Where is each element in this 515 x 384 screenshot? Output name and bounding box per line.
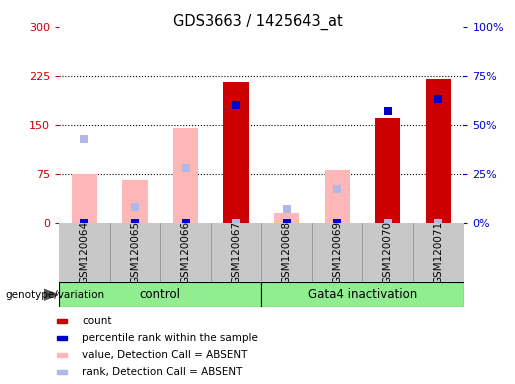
Bar	[375, 118, 400, 223]
Point	[232, 102, 240, 108]
Bar	[57, 336, 66, 340]
Bar	[59, 282, 261, 307]
Text: GSM120069: GSM120069	[332, 221, 342, 284]
Point	[80, 220, 89, 226]
Point	[384, 220, 392, 226]
Point	[181, 220, 190, 226]
Bar	[274, 213, 299, 223]
Polygon shape	[44, 289, 58, 300]
Point	[434, 96, 442, 103]
Point	[283, 220, 291, 226]
Text: GSM120064: GSM120064	[79, 221, 90, 284]
Bar	[123, 180, 148, 223]
Text: GDS3663 / 1425643_at: GDS3663 / 1425643_at	[173, 13, 342, 30]
Bar	[375, 174, 400, 223]
Bar	[57, 319, 66, 323]
Point	[131, 220, 139, 226]
Bar	[173, 128, 198, 223]
Point	[333, 220, 341, 226]
Text: value, Detection Call = ABSENT: value, Detection Call = ABSENT	[82, 350, 248, 360]
Text: percentile rank within the sample: percentile rank within the sample	[82, 333, 258, 343]
Text: genotype/variation: genotype/variation	[5, 290, 104, 300]
Text: GSM120068: GSM120068	[282, 221, 291, 284]
Point	[333, 186, 341, 192]
Point	[434, 220, 442, 226]
Text: GSM120066: GSM120066	[181, 221, 191, 284]
Point	[232, 220, 240, 226]
Text: Gata4 inactivation: Gata4 inactivation	[308, 288, 417, 301]
Text: count: count	[82, 316, 112, 326]
Text: GSM120070: GSM120070	[383, 221, 393, 284]
Text: GSM120067: GSM120067	[231, 221, 241, 284]
Point	[131, 204, 139, 210]
Text: control: control	[140, 288, 181, 301]
Text: GSM120071: GSM120071	[433, 221, 443, 284]
Bar	[261, 282, 464, 307]
Point	[384, 108, 392, 114]
Bar	[425, 79, 451, 223]
Bar	[224, 83, 249, 223]
Bar	[57, 370, 66, 374]
Bar	[57, 353, 66, 357]
Point	[80, 136, 89, 142]
Bar	[72, 174, 97, 223]
Text: rank, Detection Call = ABSENT: rank, Detection Call = ABSENT	[82, 367, 243, 377]
Point	[181, 165, 190, 171]
Text: GSM120065: GSM120065	[130, 221, 140, 284]
Point	[283, 206, 291, 212]
Bar	[324, 170, 350, 223]
